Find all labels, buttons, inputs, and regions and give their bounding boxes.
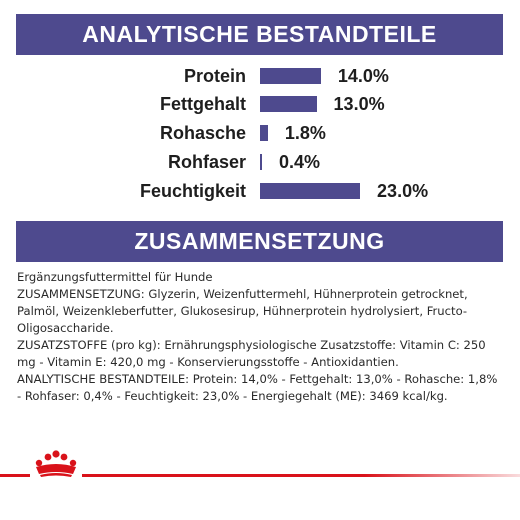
composition-text: Ergänzungsfuttermittel für Hunde ZUSAMME…: [17, 269, 505, 405]
nutrient-row-fettgehalt: Fettgehalt 13.0%: [0, 91, 520, 117]
nutrient-bar: [260, 154, 262, 170]
analytical-constituents-title: ANALYTISCHE BESTANDTEILE: [82, 21, 437, 47]
nutrient-row-feuchtigkeit: Feuchtigkeit 23.0%: [0, 178, 520, 204]
composition-paragraph: ZUSAMMENSETZUNG: Glyzerin, Weizenfutterm…: [17, 287, 468, 335]
footer-divider: [0, 474, 520, 477]
nutrient-value: 14.0%: [337, 66, 389, 86]
nutrient-row-rohasche: Rohasche 1.8%: [0, 120, 520, 146]
nutrient-label: Feuchtigkeit: [139, 181, 246, 201]
nutrient-label: Rohfaser: [167, 152, 246, 172]
nutrient-bar: [260, 183, 361, 199]
nutrient-row-rohfaser: Rohfaser 0.4%: [0, 149, 520, 175]
composition-paragraph: Ergänzungsfuttermittel für Hunde: [17, 270, 213, 284]
nutrient-value: 13.0%: [333, 94, 385, 114]
nutrient-label: Fettgehalt: [159, 94, 246, 114]
nutrient-value: 23.0%: [377, 181, 429, 201]
nutrient-label: Rohasche: [159, 123, 246, 143]
royal-canin-crown-icon: [30, 450, 82, 480]
composition-header: ZUSAMMENSETZUNG: [16, 221, 503, 262]
nutrient-bar: [260, 96, 317, 112]
analytical-constituents-header: ANALYTISCHE BESTANDTEILE: [16, 14, 503, 55]
nutrient-bar: [260, 125, 268, 141]
composition-paragraph: ANALYTISCHE BESTANDTEILE: Protein: 14,0%…: [17, 372, 498, 403]
composition-paragraph: ZUSATZSTOFFE (pro kg): Ernährungsphysiol…: [17, 338, 486, 369]
nutrient-bar: [260, 68, 321, 84]
nutrient-row-protein: Protein 14.0%: [0, 63, 520, 89]
nutrient-value: 0.4%: [279, 152, 321, 172]
nutrient-label: Protein: [183, 66, 246, 86]
composition-title: ZUSAMMENSETZUNG: [134, 228, 385, 254]
nutrient-value: 1.8%: [284, 123, 326, 143]
